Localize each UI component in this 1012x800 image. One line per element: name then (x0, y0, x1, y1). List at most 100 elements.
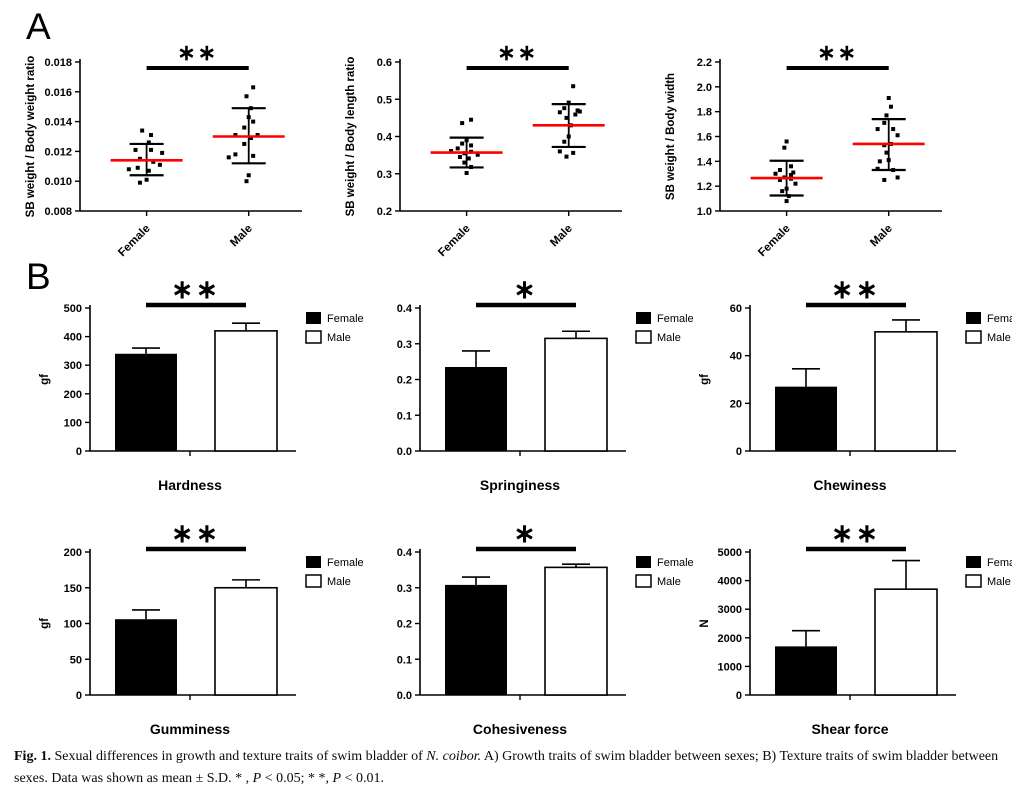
legend-male-label: Male (987, 576, 1011, 588)
data-point (875, 127, 880, 132)
caption-text-segment: < 0.01. (341, 770, 384, 786)
bar-female (775, 646, 837, 695)
y-tick-label: 0.1 (397, 410, 412, 422)
legend-female-swatch (306, 312, 321, 324)
y-tick-label: 400 (64, 332, 82, 344)
legend-female-label: Female (987, 557, 1012, 569)
data-point (571, 84, 576, 89)
panel-b-row1-charts: 0 100 200 300 400 500 gf ∗∗ Hardness Female Male 0.… (18, 268, 1012, 512)
caption-text-segment: P (252, 770, 262, 786)
panel-b-row2-charts: 0 50 100 150 200 gf ∗∗ Gumminess Female Male 0.0 0.… (18, 512, 1012, 756)
y-tick-label: 150 (64, 583, 82, 595)
y-tick-label: 0.010 (44, 176, 72, 188)
legend-female-label: Female (657, 313, 694, 325)
y-tick-label: 0.016 (44, 87, 72, 99)
y-tick-label: 0 (736, 446, 742, 458)
y-axis-label: SB weight / Body width (665, 73, 677, 200)
y-tick-label: 0.1 (397, 654, 412, 666)
chart-title: Gumminess (150, 721, 230, 737)
legend-male-swatch (635, 330, 652, 344)
y-tick-label: 0.6 (377, 57, 392, 69)
y-tick-label: 4000 (718, 576, 742, 588)
panel-a-charts: 0.008 0.010 0.012 0.014 0.016 0.018 SB weight … (20, 6, 980, 260)
data-point (884, 150, 889, 155)
y-tick-label: 0.0 (397, 690, 412, 702)
data-point (464, 171, 469, 176)
y-tick-label: 0.5 (377, 94, 392, 106)
y-axis-label: SB weight / Body weight ratio (25, 56, 37, 218)
data-point (882, 120, 887, 125)
chart-gumminess: 0 50 100 150 200 gf ∗∗ Gumminess Female Male (39, 518, 364, 737)
y-tick-label: 0.012 (44, 146, 72, 158)
bar-male (214, 330, 278, 452)
data-point (562, 106, 567, 111)
y-tick-label: 0.0 (397, 446, 412, 458)
chart-cohesiveness: 0.0 0.1 0.2 0.3 0.4 ∗ Cohesiveness Female Male (397, 518, 694, 737)
y-tick-label: 1.6 (697, 132, 712, 144)
data-point (248, 135, 253, 140)
chart-hardness: 0 100 200 300 400 500 gf ∗∗ Hardness Female Male (39, 274, 364, 493)
data-point (135, 165, 140, 170)
data-point (875, 166, 880, 171)
significance-stars: ∗∗ (831, 274, 881, 304)
y-tick-label: 1.0 (697, 206, 712, 218)
legend-female-swatch (636, 556, 651, 568)
y-tick-label: 60 (730, 303, 742, 315)
x-category-label: Male (868, 223, 895, 250)
significance-stars: ∗∗ (177, 40, 218, 65)
y-tick-label: 0 (76, 446, 82, 458)
legend: Female Male (635, 556, 694, 588)
legend-female-swatch (636, 312, 651, 324)
bar-male (544, 337, 608, 452)
data-point (789, 164, 794, 169)
y-tick-label: 20 (730, 398, 742, 410)
y-tick-label: 2.0 (697, 82, 712, 94)
x-category-label: Female (436, 223, 473, 260)
significance-stars: ∗∗ (817, 40, 858, 65)
caption-text-segment: A) Growth traits of swim bladder between… (14, 749, 999, 786)
data-point (233, 152, 238, 157)
caption-text-segment: Sexual differences in growth and texture… (50, 749, 427, 764)
y-tick-label: 0 (76, 690, 82, 702)
data-point (884, 113, 889, 118)
chart-shear-force: 0 1000 2000 3000 4000 5000 N ∗∗ Shear force Femal… (699, 518, 1012, 737)
chart-title: Shear force (811, 721, 888, 737)
data-point (557, 149, 562, 154)
y-tick-label: 300 (64, 360, 82, 372)
data-point (149, 133, 154, 138)
data-point (577, 109, 582, 114)
legend-male-swatch (305, 330, 322, 344)
panel-b-label: B (26, 256, 51, 297)
y-tick-label: 0.4 (377, 132, 393, 144)
y-tick-label: 2.2 (697, 57, 712, 69)
data-point (133, 147, 138, 152)
x-category-label: Male (548, 223, 575, 250)
significance-stars: ∗∗ (171, 518, 221, 548)
data-point (457, 154, 462, 159)
chart-title: Springiness (480, 477, 560, 493)
data-point (784, 199, 789, 204)
data-point (895, 133, 900, 138)
data-point (791, 170, 796, 175)
chart-sb-weight-body-width: 1.0 1.2 1.4 1.6 1.8 2.0 2.2 SB weight / Body wi… (665, 40, 942, 259)
chart-sb-weight-body-length-ratio: 0.2 0.3 0.4 0.5 0.6 SB weight / Body length r… (345, 40, 622, 260)
y-tick-label: 40 (730, 351, 742, 363)
data-point (891, 127, 896, 132)
data-point (895, 175, 900, 180)
data-point (782, 145, 787, 150)
significance-stars: ∗∗ (497, 40, 538, 65)
significance-stars: ∗∗ (171, 274, 221, 304)
legend: Female Male (305, 556, 364, 588)
data-point (244, 179, 249, 184)
data-point (793, 181, 798, 186)
bar-male (544, 566, 608, 696)
data-point (475, 152, 480, 157)
legend: Female Male (635, 312, 694, 344)
y-tick-label: 3000 (718, 604, 742, 616)
chart-springiness: 0.0 0.1 0.2 0.3 0.4 ∗ Springiness Female Male (397, 274, 694, 493)
data-point (886, 96, 891, 101)
data-point (251, 119, 256, 124)
y-tick-label: 1.8 (697, 107, 712, 119)
data-point (575, 108, 580, 113)
